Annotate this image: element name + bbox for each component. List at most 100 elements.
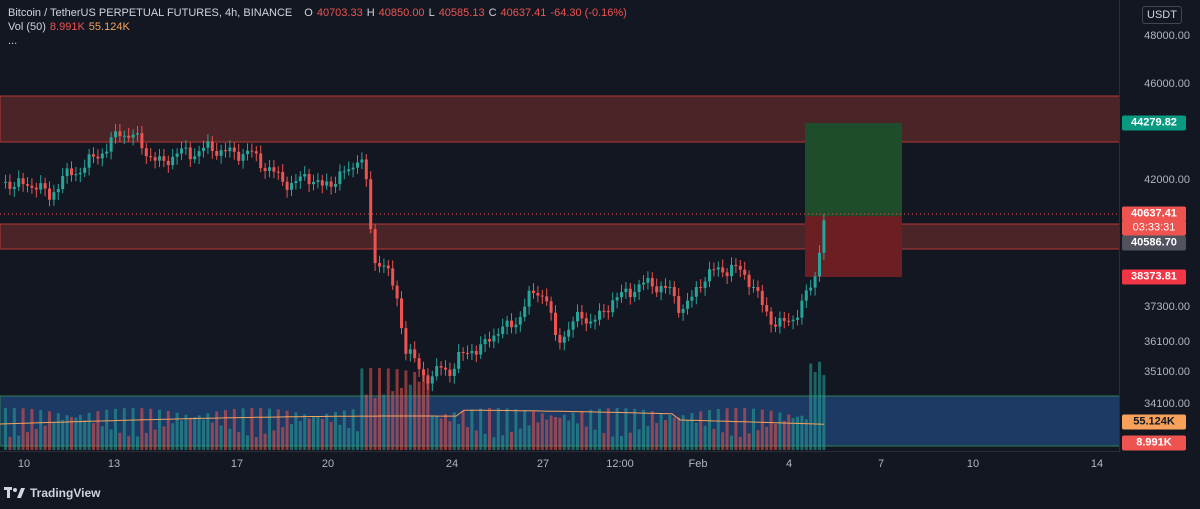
candle-body [536, 293, 540, 296]
candle-body [188, 147, 192, 160]
chart-area[interactable] [0, 0, 1120, 452]
time-axis[interactable]: 10 13 17 20 24 27 12:00 Feb 4 7 10 14 [0, 452, 1120, 474]
volume-bar [285, 410, 289, 450]
volume-bar [78, 414, 82, 450]
candle-body [109, 137, 113, 152]
tradingview-logo[interactable]: TradingView [4, 486, 100, 500]
volume-bar [210, 422, 214, 450]
candle-body [483, 339, 487, 345]
candle-body [122, 135, 126, 137]
volume-bar [672, 417, 676, 450]
volume-bar [426, 378, 430, 450]
candle-body [268, 167, 271, 171]
candle-body [215, 150, 219, 156]
candle-body [136, 133, 139, 135]
volume-bar [655, 423, 659, 450]
volume-bar [690, 413, 694, 450]
volume-bar [224, 410, 227, 450]
volume-bar [334, 411, 337, 450]
candle-body [448, 369, 452, 376]
candle-body [650, 278, 654, 287]
volume-bar [193, 417, 197, 450]
volume-bar [791, 418, 795, 450]
candle-body [479, 344, 483, 355]
candle-body [197, 151, 201, 157]
volume-bar [822, 375, 826, 450]
volume-bar [325, 413, 329, 450]
candle-body [716, 267, 720, 270]
volume-bar [105, 409, 109, 450]
volume-bar [734, 408, 738, 450]
candle-body [637, 284, 641, 292]
volume-bar [510, 431, 513, 450]
candle-body [206, 141, 210, 148]
volume-bar [162, 426, 166, 450]
candle-body [8, 181, 12, 189]
volume-bar [483, 433, 487, 450]
high-label: H [366, 7, 375, 19]
open-value: 40703.33 [316, 7, 363, 19]
price-axis[interactable]: 48000.00 46000.00 42000.00 37300.00 3610… [1120, 0, 1200, 452]
time-tick: Feb [688, 458, 708, 470]
candle-body [210, 141, 214, 151]
volume-bar [34, 428, 38, 450]
volume-bar [391, 391, 395, 450]
volume-bar [39, 409, 43, 450]
candle-body [237, 151, 241, 161]
currency-button[interactable]: USDT [1142, 6, 1182, 24]
volume-bar [114, 408, 117, 450]
volume-bar [56, 413, 60, 450]
volume-bar [743, 408, 747, 450]
volume-bar [422, 373, 425, 450]
candle-body [571, 321, 575, 330]
volume-bar [338, 424, 342, 450]
candle-body [254, 151, 258, 154]
volume-bar [386, 368, 390, 450]
volume-bar [197, 415, 201, 450]
volume-bar [514, 409, 518, 450]
symbol-title[interactable]: Bitcoin / TetherUS PERPETUAL FUTURES, 4h… [8, 7, 293, 19]
price-chart[interactable] [0, 0, 1120, 452]
candle-body [30, 185, 34, 188]
volume-bar [501, 435, 505, 450]
candle-body [558, 335, 562, 343]
candle-body [659, 285, 663, 293]
more-dots[interactable]: ... [8, 35, 18, 47]
volume-bar [96, 411, 100, 450]
volume-bar [303, 414, 307, 450]
candle-body [496, 333, 500, 336]
volume-bar [158, 409, 161, 450]
candle-body [712, 269, 716, 271]
volume-bar [263, 433, 267, 450]
candle-body [87, 154, 91, 168]
volume-label[interactable]: Vol (50) [8, 21, 46, 33]
candle-body [809, 287, 813, 291]
candle-body [606, 311, 610, 313]
support-zone [0, 223, 1119, 250]
volume-bar [259, 408, 263, 450]
volume-bar [760, 409, 764, 450]
entry-price-tag: 40586.70 [1122, 235, 1186, 251]
volume-bar [606, 408, 610, 450]
candle-body [686, 300, 689, 309]
volume-bar [721, 432, 725, 450]
volume-bar [272, 430, 276, 450]
volume-bar [166, 411, 170, 450]
volume-ma-tag: 55.124K [1122, 414, 1186, 430]
candle-body [329, 181, 333, 187]
volume-bar [611, 436, 615, 450]
tradingview-logo-icon [4, 487, 25, 498]
candle-body [818, 252, 821, 277]
volume-bar [215, 411, 219, 450]
candle-body [725, 272, 729, 277]
candle-body [567, 329, 571, 337]
volume-bar [756, 430, 760, 450]
candle-body [131, 134, 135, 138]
more-indicators[interactable]: ... [8, 34, 627, 48]
candle-body [787, 320, 791, 322]
volume-bar [21, 408, 25, 450]
volume-bar [505, 408, 509, 450]
candle-body [804, 290, 808, 301]
volume-bar [408, 384, 412, 450]
candle-body [180, 148, 183, 154]
